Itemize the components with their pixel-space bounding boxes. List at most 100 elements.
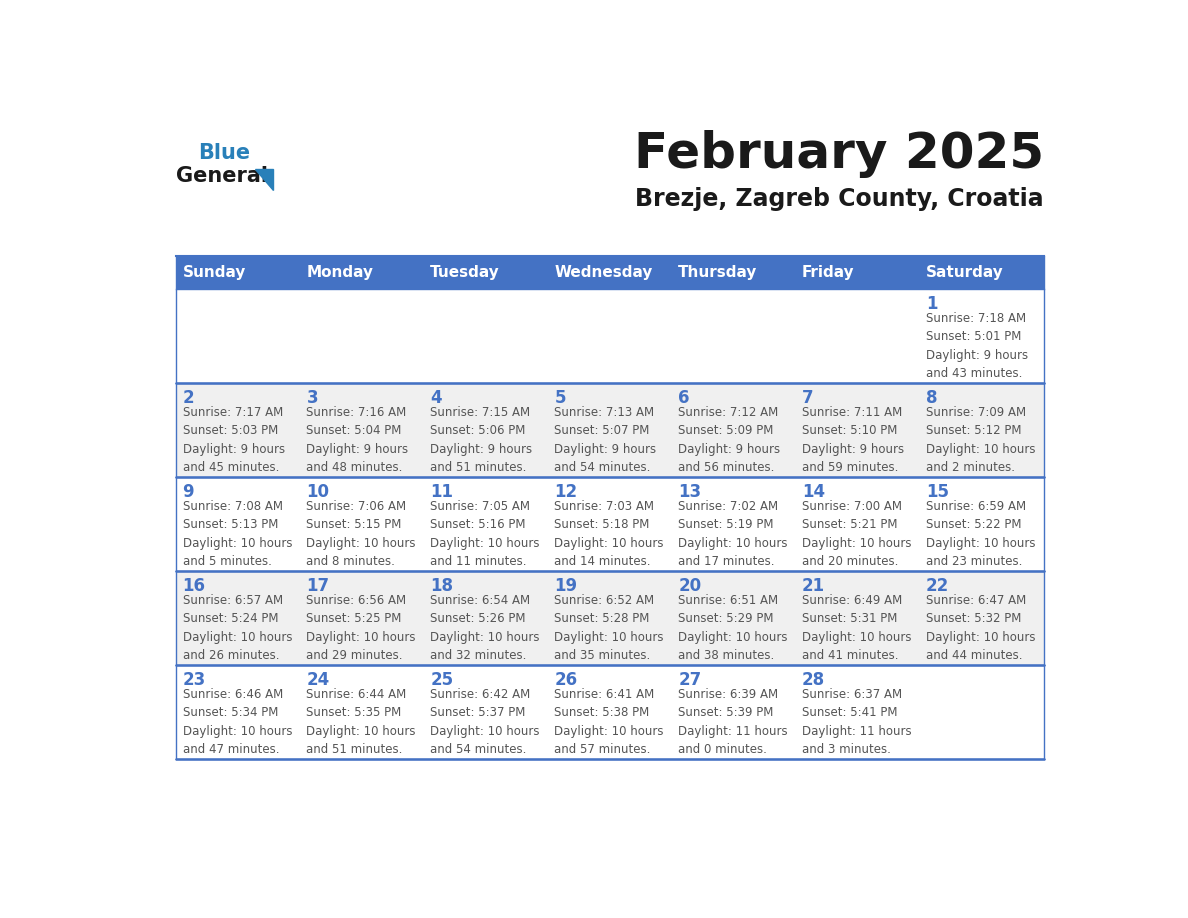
Text: 6: 6	[678, 389, 690, 407]
Bar	[548, 476, 672, 571]
Bar	[424, 476, 548, 571]
Bar	[920, 665, 1043, 758]
Bar	[424, 665, 548, 758]
Bar	[920, 256, 1043, 289]
Text: 24: 24	[307, 671, 330, 688]
Bar	[301, 476, 424, 571]
Text: Sunrise: 6:47 AM
Sunset: 5:32 PM
Daylight: 10 hours
and 44 minutes.: Sunrise: 6:47 AM Sunset: 5:32 PM Dayligh…	[925, 594, 1036, 662]
Bar	[424, 571, 548, 665]
Text: 2: 2	[183, 389, 194, 407]
Text: 17: 17	[307, 577, 329, 595]
Text: 5: 5	[555, 389, 565, 407]
Text: 12: 12	[555, 483, 577, 501]
Bar	[796, 383, 920, 476]
Bar	[301, 289, 424, 383]
Text: Sunrise: 6:46 AM
Sunset: 5:34 PM
Daylight: 10 hours
and 47 minutes.: Sunrise: 6:46 AM Sunset: 5:34 PM Dayligh…	[183, 688, 292, 756]
Text: Sunrise: 6:44 AM
Sunset: 5:35 PM
Daylight: 10 hours
and 51 minutes.: Sunrise: 6:44 AM Sunset: 5:35 PM Dayligh…	[307, 688, 416, 756]
Text: Sunday: Sunday	[183, 265, 246, 280]
Bar	[920, 476, 1043, 571]
Text: Sunrise: 7:08 AM
Sunset: 5:13 PM
Daylight: 10 hours
and 5 minutes.: Sunrise: 7:08 AM Sunset: 5:13 PM Dayligh…	[183, 499, 292, 568]
Bar	[920, 571, 1043, 665]
Text: 8: 8	[925, 389, 937, 407]
Text: Monday: Monday	[307, 265, 373, 280]
Text: Sunrise: 7:18 AM
Sunset: 5:01 PM
Daylight: 9 hours
and 43 minutes.: Sunrise: 7:18 AM Sunset: 5:01 PM Dayligh…	[925, 312, 1028, 380]
Text: Sunrise: 7:15 AM
Sunset: 5:06 PM
Daylight: 9 hours
and 51 minutes.: Sunrise: 7:15 AM Sunset: 5:06 PM Dayligh…	[430, 406, 532, 475]
Text: Wednesday: Wednesday	[555, 265, 652, 280]
Text: 16: 16	[183, 577, 206, 595]
Text: 23: 23	[183, 671, 206, 688]
Text: 13: 13	[678, 483, 701, 501]
Text: Sunrise: 6:41 AM
Sunset: 5:38 PM
Daylight: 10 hours
and 57 minutes.: Sunrise: 6:41 AM Sunset: 5:38 PM Dayligh…	[555, 688, 664, 756]
Bar	[920, 383, 1043, 476]
Text: Sunrise: 6:56 AM
Sunset: 5:25 PM
Daylight: 10 hours
and 29 minutes.: Sunrise: 6:56 AM Sunset: 5:25 PM Dayligh…	[307, 594, 416, 662]
Text: Brezje, Zagreb County, Croatia: Brezje, Zagreb County, Croatia	[636, 187, 1043, 211]
Text: Sunrise: 6:39 AM
Sunset: 5:39 PM
Daylight: 11 hours
and 0 minutes.: Sunrise: 6:39 AM Sunset: 5:39 PM Dayligh…	[678, 688, 788, 756]
Text: Sunrise: 7:05 AM
Sunset: 5:16 PM
Daylight: 10 hours
and 11 minutes.: Sunrise: 7:05 AM Sunset: 5:16 PM Dayligh…	[430, 499, 539, 568]
Bar	[796, 256, 920, 289]
Text: Saturday: Saturday	[925, 265, 1004, 280]
Text: 28: 28	[802, 671, 826, 688]
Text: Sunrise: 6:42 AM
Sunset: 5:37 PM
Daylight: 10 hours
and 54 minutes.: Sunrise: 6:42 AM Sunset: 5:37 PM Dayligh…	[430, 688, 539, 756]
Text: Sunrise: 6:52 AM
Sunset: 5:28 PM
Daylight: 10 hours
and 35 minutes.: Sunrise: 6:52 AM Sunset: 5:28 PM Dayligh…	[555, 594, 664, 662]
Text: Friday: Friday	[802, 265, 854, 280]
Bar	[672, 571, 796, 665]
Bar	[424, 289, 548, 383]
Bar	[176, 665, 301, 758]
Text: 19: 19	[555, 577, 577, 595]
Text: Sunrise: 6:49 AM
Sunset: 5:31 PM
Daylight: 10 hours
and 41 minutes.: Sunrise: 6:49 AM Sunset: 5:31 PM Dayligh…	[802, 594, 911, 662]
Bar	[672, 256, 796, 289]
Text: 1: 1	[925, 295, 937, 313]
Bar	[796, 476, 920, 571]
Bar	[548, 571, 672, 665]
Text: February 2025: February 2025	[633, 130, 1043, 178]
Bar	[176, 383, 301, 476]
Bar	[796, 571, 920, 665]
Text: Blue: Blue	[198, 143, 251, 163]
Bar	[672, 476, 796, 571]
Bar	[301, 571, 424, 665]
Text: Sunrise: 7:17 AM
Sunset: 5:03 PM
Daylight: 9 hours
and 45 minutes.: Sunrise: 7:17 AM Sunset: 5:03 PM Dayligh…	[183, 406, 285, 475]
Bar	[176, 476, 301, 571]
Text: Sunrise: 7:00 AM
Sunset: 5:21 PM
Daylight: 10 hours
and 20 minutes.: Sunrise: 7:00 AM Sunset: 5:21 PM Dayligh…	[802, 499, 911, 568]
Bar	[176, 571, 301, 665]
Text: Sunrise: 7:11 AM
Sunset: 5:10 PM
Daylight: 9 hours
and 59 minutes.: Sunrise: 7:11 AM Sunset: 5:10 PM Dayligh…	[802, 406, 904, 475]
Text: Sunrise: 7:09 AM
Sunset: 5:12 PM
Daylight: 10 hours
and 2 minutes.: Sunrise: 7:09 AM Sunset: 5:12 PM Dayligh…	[925, 406, 1036, 475]
Text: Tuesday: Tuesday	[430, 265, 500, 280]
Bar	[672, 665, 796, 758]
Bar	[301, 256, 424, 289]
Text: 14: 14	[802, 483, 826, 501]
Text: 10: 10	[307, 483, 329, 501]
Polygon shape	[255, 169, 272, 190]
Text: Sunrise: 6:37 AM
Sunset: 5:41 PM
Daylight: 11 hours
and 3 minutes.: Sunrise: 6:37 AM Sunset: 5:41 PM Dayligh…	[802, 688, 911, 756]
Text: Thursday: Thursday	[678, 265, 758, 280]
Bar	[176, 256, 301, 289]
Bar	[176, 289, 301, 383]
Bar	[548, 665, 672, 758]
Bar	[920, 289, 1043, 383]
Text: Sunrise: 6:59 AM
Sunset: 5:22 PM
Daylight: 10 hours
and 23 minutes.: Sunrise: 6:59 AM Sunset: 5:22 PM Dayligh…	[925, 499, 1036, 568]
Bar	[548, 256, 672, 289]
Bar	[424, 383, 548, 476]
Bar	[424, 256, 548, 289]
Text: 15: 15	[925, 483, 949, 501]
Text: Sunrise: 7:16 AM
Sunset: 5:04 PM
Daylight: 9 hours
and 48 minutes.: Sunrise: 7:16 AM Sunset: 5:04 PM Dayligh…	[307, 406, 409, 475]
Text: 9: 9	[183, 483, 194, 501]
Text: 4: 4	[430, 389, 442, 407]
Bar	[548, 383, 672, 476]
Bar	[301, 665, 424, 758]
Text: Sunrise: 6:51 AM
Sunset: 5:29 PM
Daylight: 10 hours
and 38 minutes.: Sunrise: 6:51 AM Sunset: 5:29 PM Dayligh…	[678, 594, 788, 662]
Text: 26: 26	[555, 671, 577, 688]
Bar	[796, 289, 920, 383]
Bar	[672, 383, 796, 476]
Text: 25: 25	[430, 671, 454, 688]
Text: Sunrise: 7:02 AM
Sunset: 5:19 PM
Daylight: 10 hours
and 17 minutes.: Sunrise: 7:02 AM Sunset: 5:19 PM Dayligh…	[678, 499, 788, 568]
Text: Sunrise: 7:06 AM
Sunset: 5:15 PM
Daylight: 10 hours
and 8 minutes.: Sunrise: 7:06 AM Sunset: 5:15 PM Dayligh…	[307, 499, 416, 568]
Bar	[796, 665, 920, 758]
Text: 11: 11	[430, 483, 454, 501]
Bar	[548, 289, 672, 383]
Text: General: General	[176, 166, 268, 186]
Text: Sunrise: 7:12 AM
Sunset: 5:09 PM
Daylight: 9 hours
and 56 minutes.: Sunrise: 7:12 AM Sunset: 5:09 PM Dayligh…	[678, 406, 781, 475]
Text: 18: 18	[430, 577, 454, 595]
Text: 22: 22	[925, 577, 949, 595]
Text: Sunrise: 6:54 AM
Sunset: 5:26 PM
Daylight: 10 hours
and 32 minutes.: Sunrise: 6:54 AM Sunset: 5:26 PM Dayligh…	[430, 594, 539, 662]
